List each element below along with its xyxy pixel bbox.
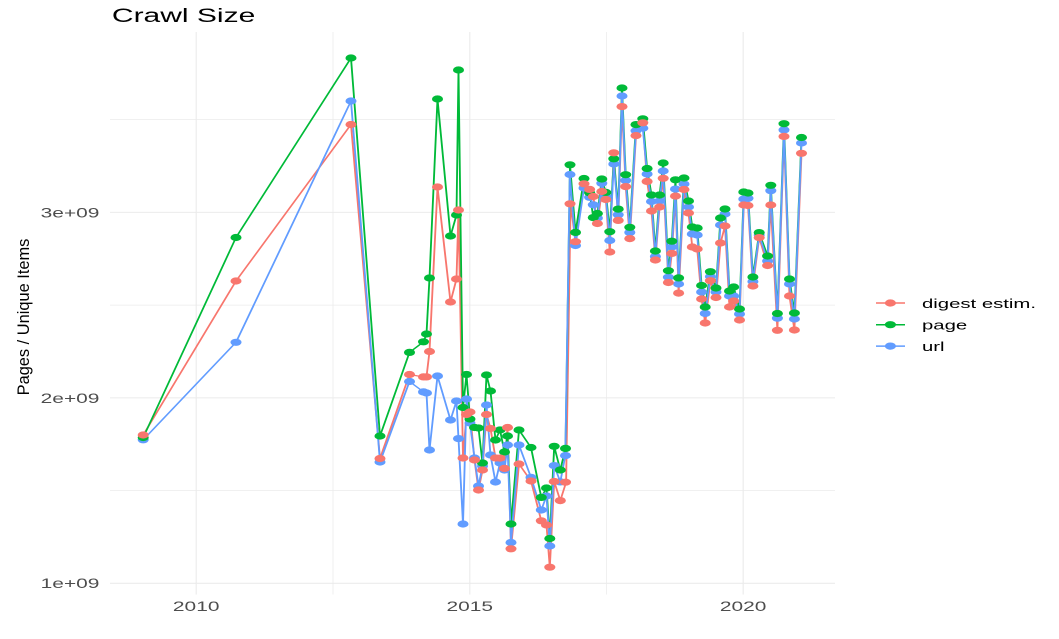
svg-text:url: url (922, 339, 945, 354)
svg-text:3e+09: 3e+09 (41, 205, 100, 220)
svg-text:page: page (922, 317, 967, 332)
svg-text:2015: 2015 (447, 599, 494, 614)
svg-text:2010: 2010 (173, 599, 220, 614)
svg-text:Crawl Size: Crawl Size (112, 5, 255, 27)
svg-text:2e+09: 2e+09 (41, 390, 100, 405)
svg-text:1e+09: 1e+09 (41, 576, 100, 591)
svg-text:digest estim.: digest estim. (922, 295, 1036, 310)
svg-text:2020: 2020 (720, 599, 767, 614)
